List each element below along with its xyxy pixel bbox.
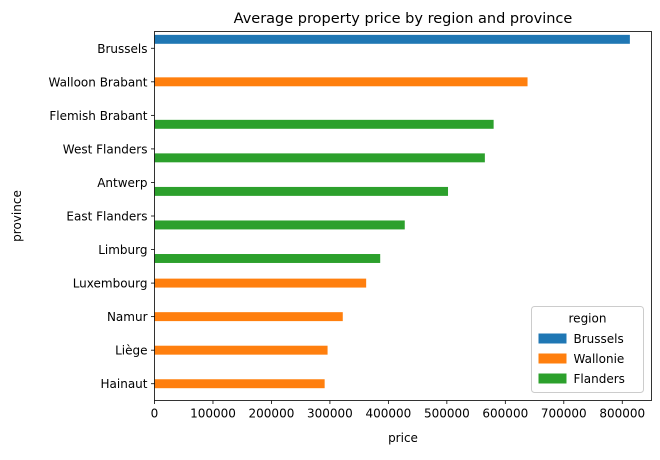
x-tick-label: 200000: [249, 407, 295, 421]
legend-label: Wallonie: [574, 352, 625, 366]
x-tick-label: 500000: [424, 407, 470, 421]
bar: [154, 254, 381, 263]
bar: [154, 119, 494, 129]
y-tick-label: Namur: [107, 310, 148, 324]
bar: [154, 379, 325, 389]
y-tick-label: Walloon Brabant: [48, 75, 147, 89]
bar: [154, 186, 449, 196]
y-axis-ticks: Brussels Walloon Brabant Flemish Brabant We…: [48, 42, 155, 391]
y-tick-label: West Flanders: [63, 142, 148, 156]
bar: [154, 34, 630, 44]
x-tick-label: 400000: [365, 407, 411, 421]
bars-group: [154, 34, 630, 389]
y-tick-label: Luxembourg: [73, 277, 148, 291]
y-tick-label: Hainaut: [101, 377, 148, 391]
x-tick-label: 600000: [482, 407, 528, 421]
y-tick-label: East Flanders: [66, 210, 147, 224]
y-tick-label: Limburg: [98, 243, 147, 257]
legend-swatch: [538, 373, 567, 384]
bar: [154, 153, 485, 163]
legend: region Brussels Wallonie Flanders: [531, 306, 644, 393]
x-axis-ticks: 0 100000 200000 300000 400000 500000 600000 700…: [151, 400, 645, 421]
bar: [154, 77, 528, 87]
y-axis-label: province: [10, 190, 24, 242]
y-tick-label: Antwerp: [97, 176, 147, 190]
y-tick-label: Brussels: [97, 42, 147, 56]
legend-label: Flanders: [574, 372, 625, 386]
bar: [154, 345, 328, 355]
plot-frame: [154, 31, 652, 401]
legend-swatch: [538, 353, 567, 364]
x-tick-label: 700000: [541, 407, 587, 421]
legend-box: [531, 306, 644, 393]
chart-title: Average property price by region and pro…: [234, 11, 573, 27]
x-tick-label: 0: [151, 407, 159, 421]
legend-swatch: [538, 333, 567, 344]
x-tick-label: 100000: [190, 407, 236, 421]
x-tick-label: 800000: [599, 407, 645, 421]
legend-label: Brussels: [574, 332, 624, 346]
legend-title: region: [569, 312, 607, 326]
y-tick-label: Flemish Brabant: [49, 109, 147, 123]
bar: [154, 278, 367, 288]
bar: [154, 312, 343, 322]
y-tick-label: Liège: [115, 344, 147, 358]
bar: [154, 220, 405, 230]
x-axis-label: price: [388, 431, 418, 445]
x-tick-label: 300000: [307, 407, 353, 421]
